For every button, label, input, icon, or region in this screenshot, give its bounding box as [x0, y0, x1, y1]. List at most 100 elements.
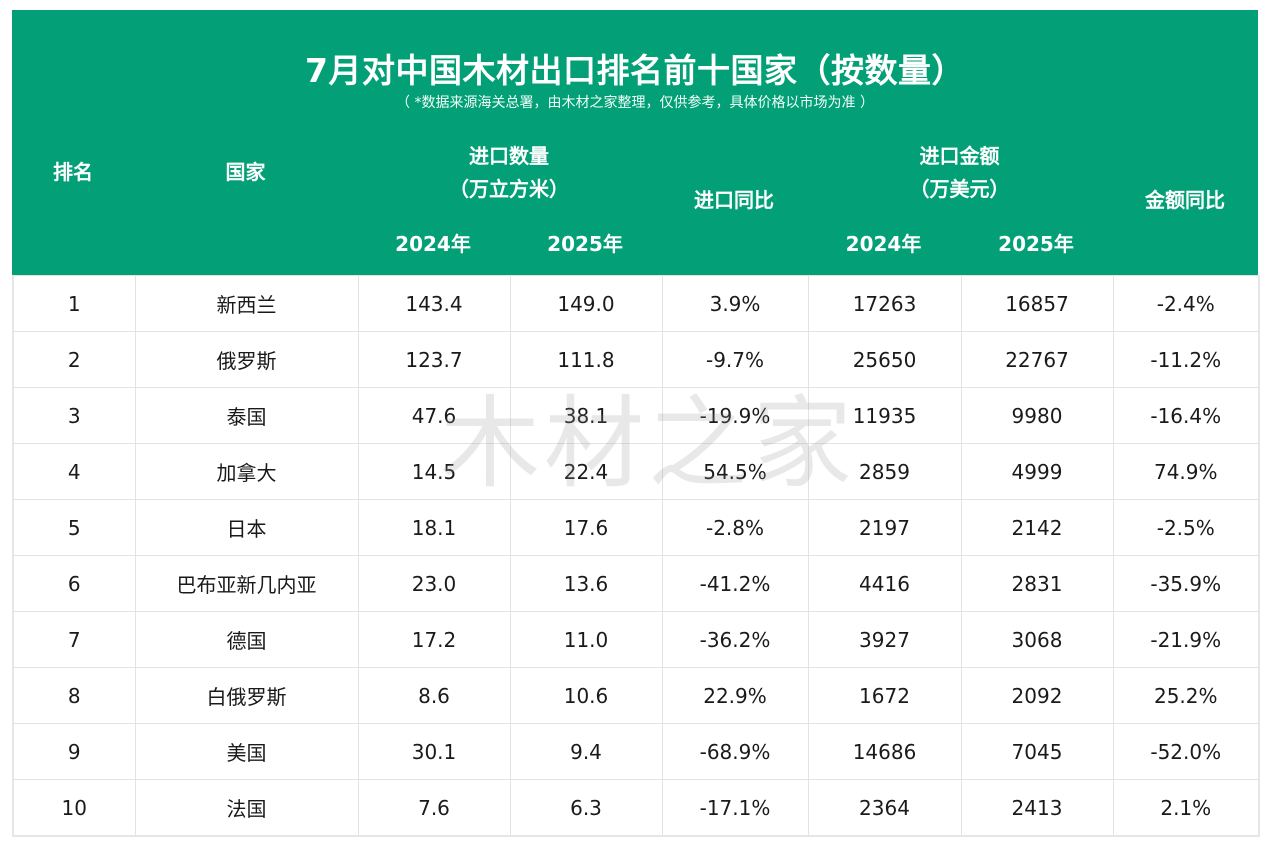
col-header-rank: 排名	[53, 160, 93, 184]
rank-cell: 10	[12, 779, 136, 837]
volume-yoy-cell: -2.8%	[661, 499, 809, 556]
country-cell: 日本	[134, 499, 359, 556]
value-2025-cell: 2413	[960, 779, 1114, 837]
rank-cell: 9	[12, 723, 136, 780]
value-2024-cell: 25650	[807, 331, 962, 388]
volume-2024-cell: 8.6	[357, 667, 511, 724]
col-header-value-unit: （万美元）	[909, 177, 1010, 201]
value-2025-cell: 2831	[960, 555, 1114, 612]
volume-2025-cell: 13.6	[509, 555, 663, 612]
value-2024-cell: 3927	[807, 611, 962, 668]
table-row: 2 俄罗斯 123.7 111.8 -9.7% 25650 22767 -11.2%	[12, 331, 1260, 388]
col-header-country: 国家	[225, 160, 266, 184]
country-cell: 加拿大	[134, 443, 359, 500]
page-title: 7月对中国木材出口排名前十国家（按数量）	[305, 51, 965, 90]
col-header-value-2025: 2025年	[998, 232, 1074, 256]
value-2024-cell: 17263	[807, 275, 962, 332]
value-yoy-cell: -11.2%	[1112, 331, 1260, 388]
volume-yoy-cell: -19.9%	[661, 387, 809, 444]
value-2025-cell: 22767	[960, 331, 1114, 388]
country-cell: 德国	[134, 611, 359, 668]
volume-2025-cell: 111.8	[509, 331, 663, 388]
value-yoy-cell: -21.9%	[1112, 611, 1260, 668]
volume-2025-cell: 17.6	[509, 499, 663, 556]
rank-cell: 4	[12, 443, 136, 500]
value-2025-cell: 3068	[960, 611, 1114, 668]
volume-2024-cell: 18.1	[357, 499, 511, 556]
rank-cell: 2	[12, 331, 136, 388]
value-2024-cell: 2364	[807, 779, 962, 837]
volume-2024-cell: 123.7	[357, 331, 511, 388]
value-yoy-cell: 2.1%	[1112, 779, 1260, 837]
country-cell: 法国	[134, 779, 359, 837]
value-yoy-cell: 25.2%	[1112, 667, 1260, 724]
table-row: 10 法国 7.6 6.3 -17.1% 2364 2413 2.1%	[12, 779, 1260, 837]
value-yoy-cell: -16.4%	[1112, 387, 1260, 444]
value-yoy-cell: -2.5%	[1112, 499, 1260, 556]
value-2025-cell: 4999	[960, 443, 1114, 500]
value-yoy-cell: -2.4%	[1112, 275, 1260, 332]
volume-yoy-cell: -41.2%	[661, 555, 809, 612]
volume-2025-cell: 38.1	[509, 387, 663, 444]
table-row: 1 新西兰 143.4 149.0 3.9% 17263 16857 -2.4%	[12, 275, 1260, 332]
col-header-value-group: 进口金额	[919, 144, 1000, 168]
volume-yoy-cell: -68.9%	[661, 723, 809, 780]
value-2024-cell: 11935	[807, 387, 962, 444]
rank-cell: 7	[12, 611, 136, 668]
value-yoy-cell: -35.9%	[1112, 555, 1260, 612]
rank-cell: 1	[12, 275, 136, 332]
volume-2024-cell: 47.6	[357, 387, 511, 444]
volume-yoy-cell: -9.7%	[661, 331, 809, 388]
value-2025-cell: 2092	[960, 667, 1114, 724]
table-row: 7 德国 17.2 11.0 -36.2% 3927 3068 -21.9%	[12, 611, 1260, 668]
col-header-value-2024: 2024年	[845, 232, 922, 256]
volume-2024-cell: 7.6	[357, 779, 511, 837]
col-header-volume-unit: （万立方米）	[449, 177, 569, 201]
col-header-volume-2025: 2025年	[547, 232, 623, 256]
volume-2024-cell: 30.1	[357, 723, 511, 780]
table-row: 9 美国 30.1 9.4 -68.9% 14686 7045 -52.0%	[12, 723, 1260, 780]
country-cell: 美国	[134, 723, 359, 780]
country-cell: 新西兰	[134, 275, 359, 332]
volume-2024-cell: 14.5	[357, 443, 511, 500]
value-2024-cell: 1672	[807, 667, 962, 724]
volume-2025-cell: 149.0	[509, 275, 663, 332]
volume-2024-cell: 23.0	[357, 555, 511, 612]
value-2025-cell: 2142	[960, 499, 1114, 556]
table-row: 4 加拿大 14.5 22.4 54.5% 2859 4999 74.9%	[12, 443, 1260, 500]
volume-yoy-cell: -17.1%	[661, 779, 809, 837]
ranking-table: 1 新西兰 143.4 149.0 3.9% 17263 16857 -2.4% 2 俄罗斯 123…	[12, 275, 1260, 837]
volume-2025-cell: 11.0	[509, 611, 663, 668]
col-header-volume-group: 进口数量	[469, 144, 549, 168]
volume-yoy-cell: 54.5%	[661, 443, 809, 500]
value-2024-cell: 14686	[807, 723, 962, 780]
country-cell: 泰国	[134, 387, 359, 444]
country-cell: 俄罗斯	[134, 331, 359, 388]
volume-2024-cell: 143.4	[357, 275, 511, 332]
value-2024-cell: 2859	[807, 443, 962, 500]
value-2025-cell: 16857	[960, 275, 1114, 332]
rank-cell: 3	[12, 387, 136, 444]
col-header-value-yoy: 金额同比	[1145, 188, 1225, 212]
table-row: 6 巴布亚新几内亚 23.0 13.6 -41.2% 4416 2831 -35.9%	[12, 555, 1260, 612]
rank-cell: 6	[12, 555, 136, 612]
table-row: 8 白俄罗斯 8.6 10.6 22.9% 1672 2092 25.2%	[12, 667, 1260, 724]
col-header-volume-2024: 2024年	[395, 232, 471, 256]
country-cell: 巴布亚新几内亚	[134, 555, 359, 612]
volume-yoy-cell: -36.2%	[661, 611, 809, 668]
volume-2025-cell: 22.4	[509, 443, 663, 500]
value-2025-cell: 7045	[960, 723, 1114, 780]
header-panel: 7月对中国木材出口排名前十国家（按数量） （ *数据来源海关总署，由木材之家整理…	[12, 10, 1258, 275]
value-yoy-cell: -52.0%	[1112, 723, 1260, 780]
value-yoy-cell: 74.9%	[1112, 443, 1260, 500]
volume-2025-cell: 9.4	[509, 723, 663, 780]
value-2024-cell: 4416	[807, 555, 962, 612]
country-cell: 白俄罗斯	[134, 667, 359, 724]
volume-yoy-cell: 22.9%	[661, 667, 809, 724]
volume-yoy-cell: 3.9%	[661, 275, 809, 332]
volume-2025-cell: 10.6	[509, 667, 663, 724]
rank-cell: 5	[12, 499, 136, 556]
rank-cell: 8	[12, 667, 136, 724]
page-subtitle: （ *数据来源海关总署，由木材之家整理，仅供参考，具体价格以市场为准 ）	[396, 95, 874, 111]
